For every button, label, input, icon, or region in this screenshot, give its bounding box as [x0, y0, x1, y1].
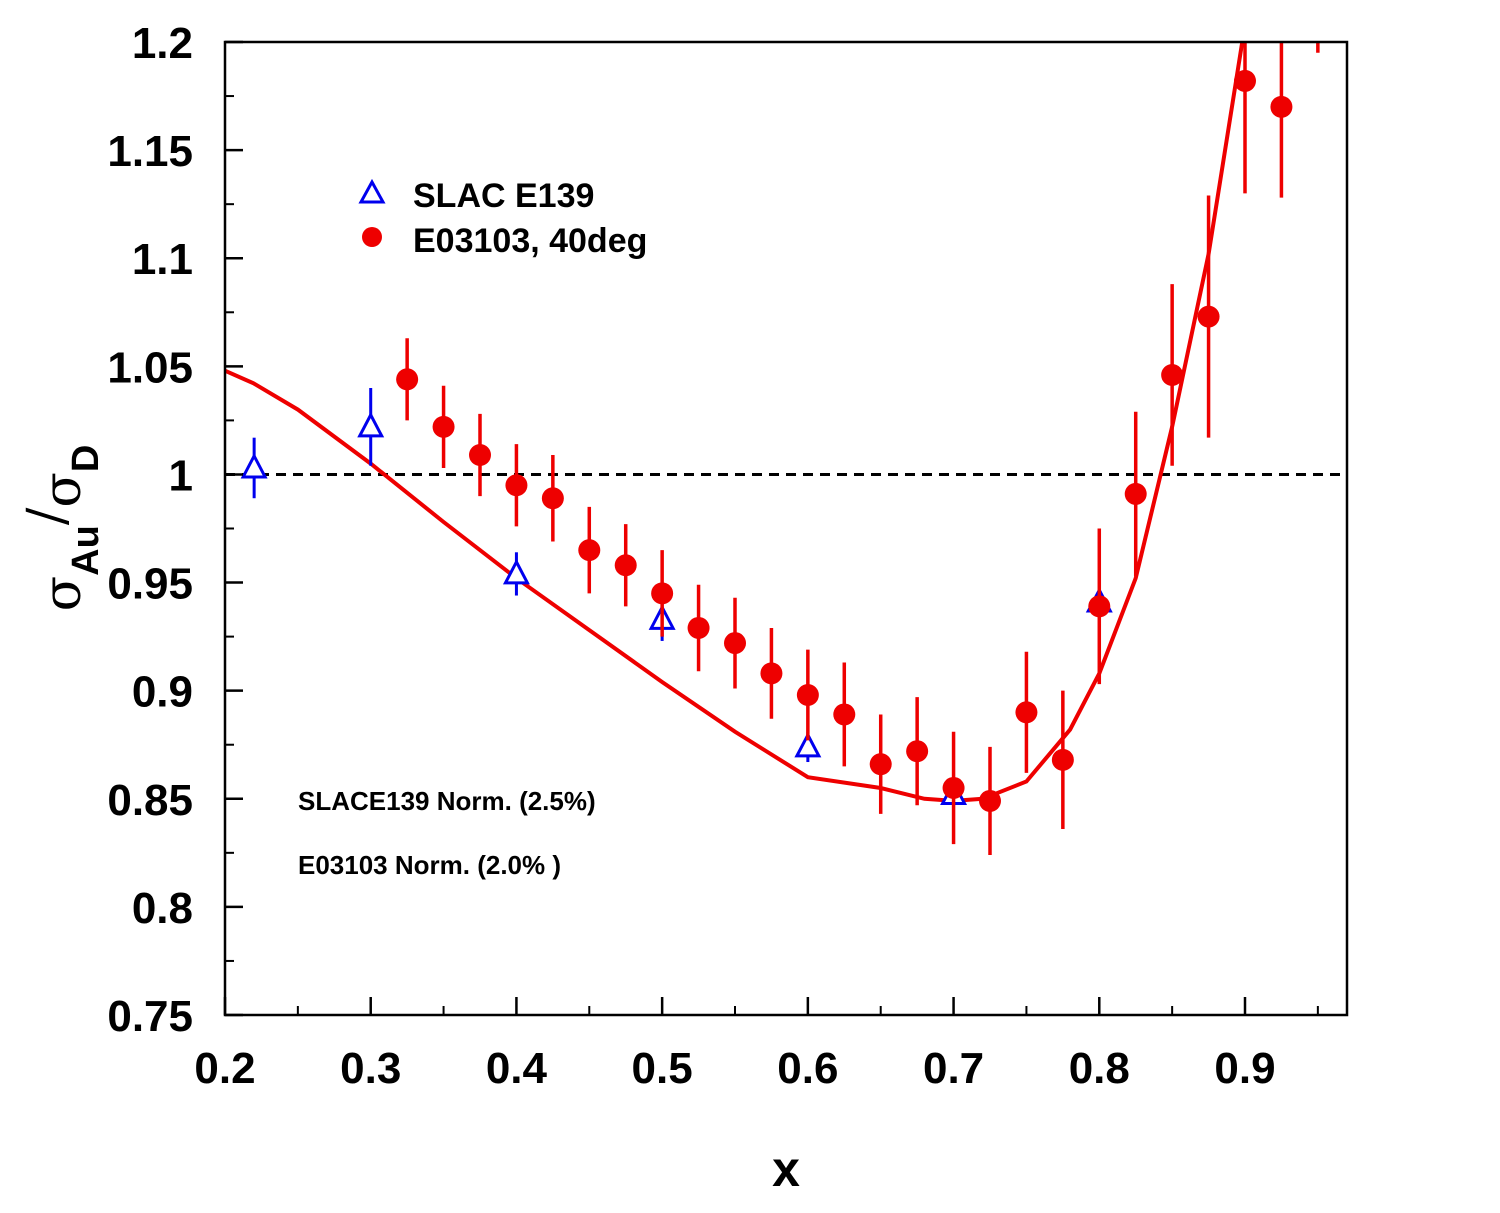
series-slac-e139: [240, 387, 1113, 806]
e03103-point: [614, 554, 637, 577]
y-tick-label: 1.15: [107, 127, 193, 176]
e03103-point: [833, 703, 856, 726]
e03103-point: [1161, 363, 1184, 386]
annotation-e03103-norm: E03103 Norm. (2.0% ): [298, 850, 561, 880]
legend-item-e03103: E03103, 40deg: [362, 222, 647, 260]
y-tick-label: 0.9: [132, 668, 193, 717]
legend-label-e03103: E03103, 40deg: [413, 222, 647, 260]
e03103-point: [760, 662, 783, 685]
y-tick-label: 1: [169, 451, 193, 500]
slac-point: [502, 558, 530, 585]
y-axis-sub-au: Au: [65, 525, 107, 576]
x-tick-label: 0.4: [486, 1044, 548, 1093]
y-tick-label: 0.75: [107, 992, 193, 1041]
e03103-point: [1307, 0, 1329, 21]
y-tick-label: 1.2: [132, 19, 193, 68]
y-tick-label: 1.1: [132, 235, 193, 284]
e03103-point: [979, 789, 1001, 812]
x-axis: 0.2 0.3 0.4 0.5 0.6 0.7 0.8 0.9: [194, 997, 1319, 1093]
legend-label-slac: SLAC E139: [413, 177, 594, 215]
legend-triangle-icon: [358, 178, 386, 204]
y-tick-label: 0.85: [107, 776, 193, 825]
e03103-point: [396, 368, 419, 391]
series-e03103: [396, 0, 1329, 855]
e03103-point: [505, 474, 528, 497]
slac-point: [794, 731, 822, 758]
e03103-point: [724, 632, 746, 655]
e03103-point: [869, 753, 892, 776]
e03103-point: [1270, 95, 1293, 118]
y-axis-sigma-1: σ: [33, 576, 93, 612]
e03103-point: [1124, 482, 1147, 505]
slac-point: [357, 411, 385, 438]
e03103-point: [469, 443, 491, 466]
x-tick-label: 0.7: [923, 1044, 984, 1093]
annotation-slac-norm: SLACE139 Norm. (2.5%): [298, 786, 596, 816]
x-tick-label: 0.9: [1214, 1044, 1275, 1093]
e03103-point: [1197, 305, 1220, 328]
e03103-point: [687, 616, 710, 639]
e03103-point: [1015, 701, 1038, 724]
e03103-point: [651, 582, 674, 605]
y-tick-label: 0.8: [132, 884, 193, 933]
x-tick-label: 0.3: [340, 1044, 401, 1093]
e03103-point: [432, 415, 455, 438]
y-axis-title: σAu/σD: [17, 445, 107, 612]
y-axis-sub-d: D: [65, 445, 107, 472]
e03103-point: [796, 683, 819, 706]
x-tick-label: 0.8: [1069, 1044, 1130, 1093]
plot-area: [225, 0, 1347, 855]
y-axis: 0.75 0.8 0.85 0.9 0.95 1 1.05 1.1 1.15 1.2: [107, 19, 243, 1041]
e03103-point: [1051, 748, 1074, 771]
e03103-point: [1088, 595, 1111, 618]
slac-point: [240, 452, 268, 479]
e03103-point: [942, 776, 965, 799]
x-axis-title: x: [772, 1141, 800, 1197]
e03103-point: [541, 487, 564, 510]
legend: SLAC E139 E03103, 40deg: [358, 177, 647, 260]
e03103-point: [578, 539, 601, 562]
x-tick-label: 0.6: [777, 1044, 838, 1093]
y-tick-label: 1.05: [107, 343, 193, 392]
y-axis-slash: /: [17, 507, 77, 525]
y-tick-label: 0.95: [107, 560, 193, 609]
x-tick-label: 0.5: [632, 1044, 693, 1093]
legend-circle-icon: [362, 227, 382, 247]
x-tick-label: 0.2: [194, 1044, 255, 1093]
legend-item-slac: SLAC E139: [358, 177, 594, 215]
e03103-point: [906, 740, 929, 763]
e03103-point: [1234, 69, 1256, 92]
y-axis-sigma-2: σ: [33, 472, 93, 508]
